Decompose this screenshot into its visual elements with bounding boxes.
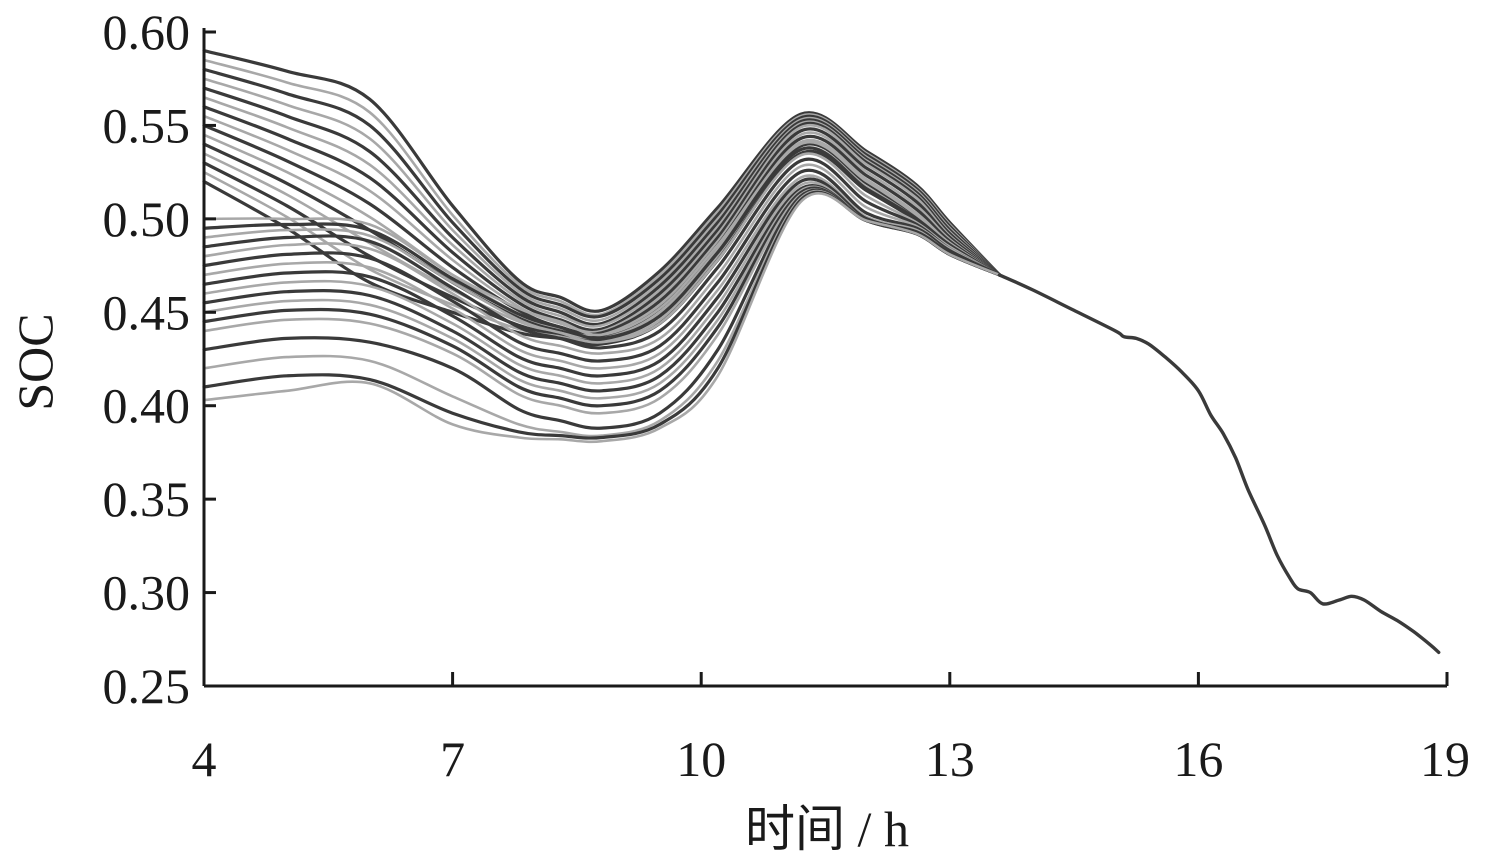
- series-line-18: [202, 152, 1001, 344]
- y-tick-label: 0.45: [103, 284, 191, 340]
- y-tick-label: 0.40: [103, 378, 191, 434]
- series-line-6: [202, 96, 1001, 328]
- series-line-10: [202, 131, 1001, 338]
- series-line-3: [202, 67, 1002, 319]
- series-line-17: [202, 146, 1002, 341]
- x-tick-label: 4: [192, 731, 217, 787]
- series-line-4: [202, 77, 1001, 323]
- series-line-16: [202, 140, 1001, 337]
- y-tick-label: 0.60: [103, 4, 191, 60]
- series-line-19: [202, 157, 1002, 350]
- series-line-1: [202, 49, 1002, 313]
- x-tick-label: 13: [925, 731, 975, 787]
- x-tick-label: 7: [440, 731, 465, 787]
- x-tick-label: 19: [1420, 731, 1470, 787]
- y-tick-label: 0.30: [103, 565, 191, 621]
- series-line-21: [202, 168, 1002, 363]
- series-line-5: [202, 86, 1002, 327]
- y-tick-label: 0.35: [103, 471, 191, 527]
- series-line-8: [202, 114, 1001, 334]
- y-tick-label: 0.25: [103, 658, 191, 714]
- series-line-32: [202, 192, 1001, 444]
- shared-tail-line: [997, 273, 1441, 655]
- series-line-2: [202, 58, 1001, 317]
- x-axis-title: 时间 / h: [745, 801, 909, 857]
- y-tick-label: 0.50: [103, 191, 191, 247]
- y-axis-title: SOC: [7, 313, 63, 410]
- series-line-12: [202, 138, 1001, 341]
- x-tick-label: 16: [1173, 731, 1223, 787]
- series-line-22: [202, 174, 1001, 370]
- series-layer: [202, 49, 1441, 655]
- ticks-layer: 0.25 0.30 0.35 0.40 0.45 0.50 0.55 0.60 4 7 10 13 16…: [103, 4, 1471, 787]
- y-tick-label: 0.55: [103, 97, 191, 153]
- axes-layer: [202, 28, 1447, 688]
- series-line-9: [202, 123, 1002, 336]
- series-line-20: [202, 163, 1001, 355]
- x-tick-label: 10: [676, 731, 726, 787]
- series-line-7: [202, 105, 1002, 332]
